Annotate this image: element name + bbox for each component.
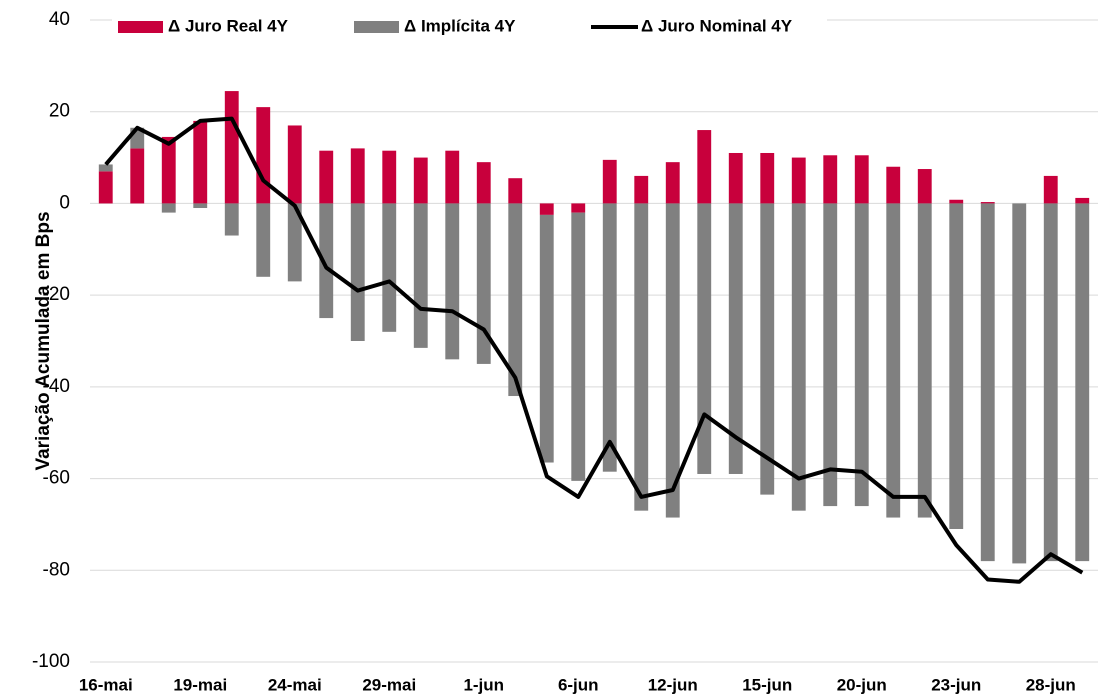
bar xyxy=(886,203,901,518)
bar xyxy=(571,203,586,213)
legend-label: Δ Juro Real 4Y xyxy=(168,16,289,35)
bar xyxy=(1075,197,1090,204)
y-tick-label: 0 xyxy=(59,192,70,213)
bar xyxy=(634,175,649,204)
bar xyxy=(539,203,554,215)
bar xyxy=(476,162,491,204)
y-axis-title: Variação Acumulada em Bps xyxy=(33,211,54,470)
x-tick-label: 1-jun xyxy=(463,675,504,694)
bar xyxy=(854,155,869,204)
bar xyxy=(445,150,460,204)
bar xyxy=(98,171,113,204)
bar xyxy=(602,159,617,204)
bar xyxy=(350,203,365,341)
x-tick-label: 20-jun xyxy=(837,675,887,694)
bar xyxy=(760,152,775,204)
bar xyxy=(917,169,932,204)
legend-swatch xyxy=(118,21,163,33)
legend-swatch xyxy=(354,21,399,33)
bar xyxy=(224,91,239,204)
bar xyxy=(413,203,428,348)
bar xyxy=(634,203,649,511)
bar xyxy=(193,120,208,204)
bar xyxy=(413,157,428,204)
bar xyxy=(161,203,176,213)
bar xyxy=(256,107,271,204)
legend-background xyxy=(112,8,827,48)
bar xyxy=(193,203,208,209)
bar xyxy=(1075,203,1090,562)
bar xyxy=(256,203,271,277)
bar xyxy=(539,214,554,463)
y-tick-label: -40 xyxy=(43,376,70,397)
x-tick-label: 12-jun xyxy=(648,675,698,694)
y-tick-label: 40 xyxy=(49,9,70,30)
bar xyxy=(476,203,491,364)
bar xyxy=(1043,175,1058,204)
bar xyxy=(728,152,743,204)
bar xyxy=(823,155,838,204)
y-tick-label: -100 xyxy=(32,651,70,672)
line xyxy=(104,116,1084,584)
x-tick-label: 15-jun xyxy=(742,675,792,694)
bar xyxy=(161,136,176,204)
bar xyxy=(980,203,995,562)
bar xyxy=(319,150,334,204)
bar xyxy=(1043,203,1058,562)
bar xyxy=(728,203,743,474)
bar xyxy=(508,203,523,397)
y-tick-label: -60 xyxy=(43,468,70,489)
legend-label: Δ Juro Nominal 4Y xyxy=(641,16,793,35)
x-tick-label: 23-jun xyxy=(931,675,981,694)
bar xyxy=(949,203,964,530)
bar xyxy=(319,203,334,319)
bar xyxy=(508,178,523,204)
bar xyxy=(760,203,775,495)
bar xyxy=(571,212,586,481)
bar xyxy=(917,203,932,518)
bar xyxy=(382,150,397,204)
bar xyxy=(791,157,806,204)
bar xyxy=(665,203,680,518)
legend: Δ Juro Real 4Y Δ Implícita 4Y Δ Juro Nomin… xyxy=(112,8,827,48)
y-tick-label: -20 xyxy=(43,284,70,305)
bar xyxy=(697,130,712,204)
x-tick-label: 16-mai xyxy=(79,675,133,694)
bar xyxy=(697,203,712,474)
bar xyxy=(949,199,964,204)
bar xyxy=(130,148,145,204)
bar xyxy=(886,166,901,204)
bar xyxy=(854,203,869,507)
x-tick-label: 29-mai xyxy=(362,675,416,694)
bar xyxy=(224,203,239,236)
bar xyxy=(98,164,113,172)
bar xyxy=(1012,203,1027,564)
bar xyxy=(980,202,995,204)
bar xyxy=(287,125,302,204)
bar xyxy=(445,203,460,360)
bar xyxy=(602,203,617,472)
x-tick-label: 24-mai xyxy=(268,675,322,694)
bar xyxy=(665,162,680,204)
bar xyxy=(382,203,397,332)
bar xyxy=(823,203,838,507)
x-tick-label: 28-jun xyxy=(1026,675,1076,694)
bar xyxy=(287,203,302,282)
x-tick-label: 19-mai xyxy=(173,675,227,694)
x-tick-label: 6-jun xyxy=(558,675,599,694)
bar xyxy=(350,148,365,204)
bar xyxy=(791,203,806,511)
y-tick-label: -80 xyxy=(43,559,70,580)
y-tick-label: 20 xyxy=(49,101,70,122)
legend-label: Δ Implícita 4Y xyxy=(404,16,516,35)
